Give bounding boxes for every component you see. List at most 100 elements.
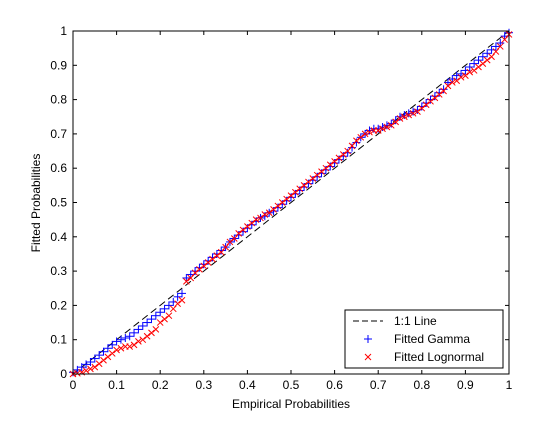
point-fitted-lognormal	[95, 360, 103, 368]
legend-label-fitted-gamma: Fitted Gamma	[394, 332, 470, 346]
point-fitted-lognormal	[387, 121, 395, 129]
point-fitted-lognormal	[396, 115, 404, 122]
point-fitted-gamma	[404, 109, 413, 118]
point-fitted-lognormal	[244, 223, 251, 230]
point-fitted-lognormal	[82, 367, 90, 374]
point-fitted-lognormal	[261, 211, 269, 218]
point-fitted-lognormal	[300, 181, 308, 189]
point-fitted-lognormal	[501, 36, 508, 43]
legend: 1:1 Line Fitted Gamma Fitted Lognormal	[344, 309, 504, 369]
legend-label-1-1-line: 1:1 Line	[394, 314, 437, 328]
legend-swatch-fitted-lognormal	[364, 353, 372, 361]
x-tick-label: 0.9	[457, 378, 474, 392]
point-fitted-lognormal	[475, 63, 482, 71]
y-tick-label: 0.6	[50, 161, 67, 175]
point-fitted-lognormal	[409, 109, 417, 117]
point-fitted-gamma	[73, 365, 82, 374]
y-tick-label: 0.9	[50, 58, 67, 72]
point-fitted-lognormal	[217, 248, 225, 256]
point-fitted-gamma	[156, 308, 165, 317]
y-tick-label: 0	[60, 367, 67, 381]
point-fitted-lognormal	[230, 235, 238, 242]
point-fitted-lognormal	[204, 259, 212, 266]
point-fitted-gamma	[103, 344, 112, 353]
point-fitted-lognormal	[492, 48, 500, 55]
point-fitted-lognormal	[143, 332, 151, 340]
point-fitted-gamma	[382, 121, 391, 130]
point-fitted-lognormal	[483, 56, 491, 64]
point-fitted-lognormal	[287, 192, 295, 199]
point-fitted-lognormal	[440, 87, 447, 95]
x-tick-label: 1	[506, 378, 513, 392]
point-fitted-lognormal	[344, 147, 352, 155]
point-fitted-gamma	[125, 332, 134, 341]
point-fitted-gamma	[95, 351, 104, 360]
point-fitted-lognormal	[108, 350, 116, 357]
point-fitted-gamma	[160, 304, 169, 313]
point-fitted-lognormal	[213, 252, 221, 260]
axes-box	[72, 30, 510, 375]
y-tick-label: 0.8	[50, 93, 67, 107]
point-fitted-lognormal	[156, 319, 164, 326]
point-fitted-lognormal	[309, 175, 317, 182]
point-fitted-gamma	[378, 123, 387, 132]
point-fitted-lognormal	[191, 269, 199, 277]
point-fitted-lognormal	[274, 202, 282, 210]
point-fitted-gamma	[409, 107, 418, 116]
point-fitted-lognormal	[479, 60, 487, 67]
point-fitted-lognormal	[414, 108, 421, 115]
point-fitted-gamma	[130, 328, 139, 337]
point-fitted-lognormal	[135, 338, 142, 345]
y-tick-label: 0.2	[50, 298, 67, 312]
chart-marks	[69, 28, 513, 378]
point-fitted-lognormal	[130, 341, 138, 349]
point-fitted-lognormal	[318, 168, 325, 175]
point-fitted-lognormal	[331, 157, 338, 165]
point-fitted-lognormal	[165, 312, 173, 320]
point-fitted-lognormal	[257, 214, 264, 222]
y-tick-label: 0.7	[50, 127, 67, 141]
y-axis-label: Fitted Probabilities	[29, 154, 43, 253]
point-fitted-gamma	[483, 49, 492, 58]
point-fitted-lognormal	[488, 53, 495, 61]
point-fitted-gamma	[439, 85, 448, 94]
point-fitted-lognormal	[470, 67, 478, 74]
point-fitted-lognormal	[427, 97, 434, 105]
point-fitted-gamma	[478, 52, 487, 61]
point-fitted-lognormal	[100, 356, 107, 364]
point-fitted-lognormal	[353, 137, 360, 145]
point-fitted-lognormal	[457, 73, 465, 81]
point-fitted-gamma	[121, 333, 130, 342]
point-fitted-lognormal	[91, 363, 99, 371]
x-tick-label: 0.4	[239, 378, 256, 392]
x-tick-label: 0	[70, 378, 77, 392]
point-fitted-lognormal	[148, 329, 155, 337]
point-fitted-gamma	[365, 126, 374, 135]
axis-ticks: 0 0.1 0.2 0.3 0.4 0.5 0.6 0.7 0.8 0.9 1 0 0.1 0.2 0.3 0…	[50, 24, 512, 392]
point-fitted-gamma	[496, 39, 505, 48]
point-fitted-lognormal	[305, 178, 312, 186]
x-tick-label: 0.8	[413, 378, 430, 392]
point-fitted-lognormal	[226, 238, 234, 246]
point-fitted-lognormal	[278, 199, 286, 206]
point-fitted-lognormal	[174, 300, 181, 308]
point-fitted-lognormal	[392, 118, 399, 126]
point-fitted-lognormal	[248, 219, 256, 227]
point-fitted-lognormal	[405, 111, 413, 119]
legend-label-fitted-lognormal: Fitted Lognormal	[394, 350, 484, 364]
point-fitted-lognormal	[335, 154, 343, 162]
point-fitted-gamma	[465, 63, 474, 72]
point-fitted-lognormal	[265, 209, 273, 217]
y-tick-label: 0.4	[50, 230, 67, 244]
point-fitted-lognormal	[161, 315, 168, 323]
point-fitted-gamma	[443, 78, 452, 87]
point-fitted-lognormal	[383, 123, 391, 131]
point-fitted-lognormal	[270, 206, 277, 213]
point-fitted-gamma	[151, 311, 160, 320]
point-fitted-lognormal	[252, 216, 260, 224]
point-fitted-lognormal	[357, 133, 365, 141]
x-tick-label: 0.7	[370, 378, 387, 392]
point-fitted-gamma	[82, 360, 91, 369]
